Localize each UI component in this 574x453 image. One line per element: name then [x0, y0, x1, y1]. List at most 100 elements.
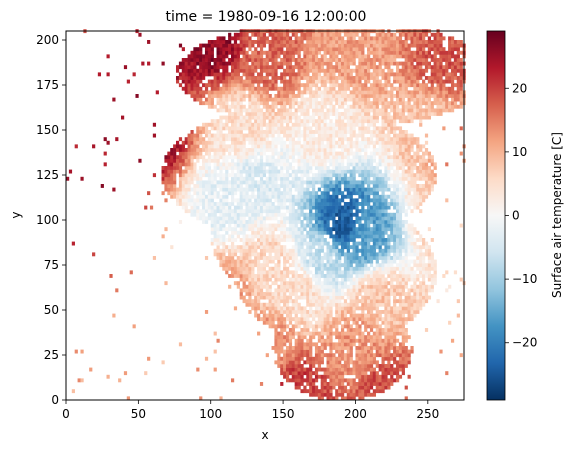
heatmap-cell: [285, 79, 290, 84]
heatmap-cell: [291, 58, 295, 62]
heatmap-cell: [257, 76, 261, 80]
heatmap-cell: [283, 284, 287, 289]
heatmap-cell: [236, 36, 240, 41]
heatmap-cell: [303, 43, 307, 48]
heatmap-cell: [361, 331, 365, 336]
heatmap-cell: [283, 299, 287, 304]
heatmap-cell: [242, 155, 246, 160]
heatmap-cell: [274, 47, 278, 52]
heatmap-cell: [367, 205, 371, 210]
heatmap-cell: [283, 32, 287, 37]
heatmap-cell: [230, 144, 235, 149]
heatmap-cell: [230, 90, 235, 95]
heatmap-cell: [338, 101, 342, 106]
heatmap-cell: [338, 335, 342, 340]
heatmap-cell: [271, 270, 275, 275]
heatmap-cell: [358, 43, 362, 48]
heatmap-cell: [306, 151, 310, 156]
heatmap-cell: [254, 313, 258, 318]
heatmap-cell: [314, 50, 319, 55]
heatmap-cell: [349, 191, 353, 196]
heatmap-cell: [367, 119, 371, 124]
heatmap-cell: [306, 241, 310, 246]
heatmap-cell: [254, 94, 258, 98]
heatmap-cell: [303, 151, 307, 156]
heatmap-cell: [216, 36, 220, 41]
heatmap-cell: [274, 227, 278, 232]
heatmap-cell: [196, 79, 200, 84]
heatmap-cell: [202, 148, 206, 152]
heatmap-cell: [219, 79, 223, 84]
heatmap-cell: [257, 86, 261, 91]
heatmap-cell: [213, 187, 217, 192]
heatmap-cell: [309, 227, 313, 232]
heatmap-cell: [340, 367, 345, 372]
heatmap-cell: [178, 166, 183, 170]
heatmap-cell: [323, 94, 327, 98]
heatmap-cell: [184, 58, 188, 62]
heatmap-cell: [242, 238, 246, 242]
heatmap-cell: [193, 83, 197, 88]
heatmap-cell: [193, 173, 197, 178]
heatmap-cell: [317, 256, 322, 260]
heatmap-cell: [367, 248, 371, 253]
heatmap-cell: [288, 263, 293, 268]
heatmap-cell: [335, 144, 339, 149]
heatmap-cell: [207, 194, 212, 199]
heatmap-cell: [259, 180, 264, 185]
heatmap-cell: [364, 356, 368, 361]
heatmap-cell: [300, 61, 304, 66]
heatmap-cell: [300, 335, 304, 340]
heatmap-cell: [251, 32, 255, 37]
heatmap-cell: [335, 32, 339, 37]
heatmap-cell: [233, 40, 238, 44]
heatmap-cell: [358, 270, 362, 275]
heatmap-cell: [268, 266, 272, 271]
heatmap-cell: [335, 364, 339, 368]
heatmap-cell: [367, 227, 371, 232]
heatmap-cell: [259, 126, 264, 131]
heatmap-cell: [309, 353, 313, 358]
heatmap-cell: [329, 173, 333, 178]
heatmap-cell: [323, 212, 327, 217]
heatmap-cell: [274, 194, 278, 199]
heatmap-cell: [285, 306, 290, 311]
heatmap-cell: [277, 227, 281, 232]
heatmap-cell: [254, 104, 258, 109]
heatmap-cell: [262, 256, 267, 260]
heatmap-cell: [306, 43, 310, 48]
heatmap-cell: [274, 299, 278, 304]
heatmap-cell: [233, 72, 238, 77]
heatmap-cell: [346, 331, 350, 336]
heatmap-cell: [268, 83, 272, 88]
heatmap-cell: [210, 176, 214, 181]
heatmap-cell: [265, 76, 269, 80]
heatmap-cell: [228, 40, 232, 44]
heatmap-cell: [233, 259, 238, 264]
heatmap-cell: [210, 104, 214, 109]
heatmap-cell: [193, 191, 197, 196]
heatmap-cell: [340, 302, 345, 307]
heatmap-cell: [372, 331, 377, 336]
heatmap-cell: [320, 90, 324, 95]
heatmap-cell: [303, 187, 307, 192]
heatmap-cell: [367, 353, 371, 358]
heatmap-cell: [245, 86, 249, 91]
heatmap-cell: [213, 191, 217, 196]
heatmap-cell: [239, 187, 243, 192]
heatmap-cell: [100, 184, 104, 188]
heatmap-cell: [355, 382, 359, 386]
heatmap-cell: [297, 202, 301, 206]
heatmap-cell: [210, 43, 214, 48]
heatmap-cell: [335, 191, 339, 196]
heatmap-cell: [236, 101, 240, 106]
heatmap-cell: [288, 191, 293, 196]
heatmap-cell: [294, 277, 298, 282]
heatmap-cell: [332, 292, 336, 296]
heatmap-cell: [274, 79, 278, 84]
heatmap-cell: [291, 101, 295, 106]
heatmap-cell: [332, 47, 336, 52]
heatmap-cell: [343, 342, 348, 347]
heatmap-cell: [314, 212, 319, 217]
heatmap-cell: [257, 234, 261, 239]
